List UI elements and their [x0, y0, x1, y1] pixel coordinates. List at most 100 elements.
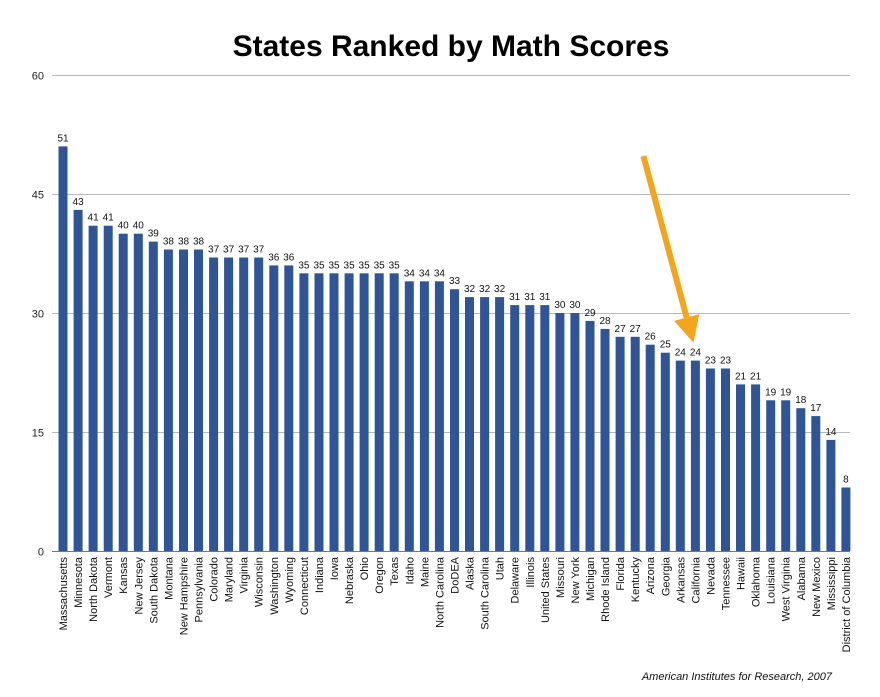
- bar: [88, 225, 98, 551]
- bar: [194, 249, 203, 551]
- bar: [329, 273, 339, 551]
- x-tick-label: Missouri: [555, 557, 567, 598]
- x-tick-label: Kansas: [118, 557, 130, 594]
- x-tick-label: Michigan: [585, 557, 597, 601]
- bar: [585, 320, 595, 551]
- x-tick-label: New Jersey: [133, 557, 145, 615]
- bar-value-label: 31: [509, 292, 521, 303]
- bar-value-label: 23: [705, 356, 717, 367]
- x-tick-label: Rhode Island: [600, 557, 612, 622]
- bar: [419, 281, 429, 551]
- bar-value-label: 30: [554, 300, 566, 311]
- x-tick-label: Delaware: [510, 557, 522, 603]
- bar-value-label: 19: [780, 387, 792, 398]
- x-tick-label: Idaho: [404, 557, 416, 585]
- x-tick-label: United States: [540, 557, 552, 624]
- bar-value-label: 41: [103, 213, 115, 224]
- x-tick-label: District of Columbia: [841, 556, 853, 652]
- x-tick-label: Indiana: [314, 556, 326, 593]
- bar-value-label: 21: [750, 371, 762, 382]
- x-tick-label: Illinois: [525, 557, 537, 588]
- bar: [103, 225, 113, 551]
- bar: [284, 265, 294, 551]
- bar-value-label: 25: [660, 340, 672, 351]
- bar-value-label: 31: [539, 292, 551, 303]
- bar: [374, 273, 384, 551]
- x-tick-label: Alabama: [796, 556, 808, 600]
- x-tick-label: New Mexico: [811, 557, 823, 617]
- bar: [510, 305, 520, 551]
- x-tick-label: West Virginia: [781, 556, 793, 621]
- x-tick-label: Hawaii: [736, 557, 748, 590]
- bar-value-label: 8: [843, 475, 849, 486]
- y-tick-label: 60: [32, 71, 44, 83]
- bar-value-label: 35: [359, 260, 371, 271]
- x-tick-label: Wyoming: [284, 557, 296, 603]
- bar: [811, 416, 821, 551]
- x-tick-label: Minnesota: [73, 556, 85, 608]
- bar: [148, 241, 158, 551]
- bar-value-label: 35: [298, 260, 310, 271]
- bar: [269, 265, 279, 551]
- x-tick-label: New Hampshire: [179, 557, 191, 635]
- bar-value-label: 34: [404, 268, 416, 279]
- bar: [540, 305, 550, 551]
- bar: [495, 297, 505, 551]
- bar: [389, 273, 399, 551]
- bar-value-label: 28: [599, 316, 611, 327]
- x-tick-label: Iowa: [329, 556, 341, 580]
- x-tick-label: Vermont: [103, 557, 115, 598]
- bar-value-label: 38: [163, 237, 175, 248]
- x-tick-label: Utah: [495, 557, 507, 580]
- x-tick-label: Wisconsin: [254, 557, 266, 607]
- bar-value-label: 14: [825, 427, 837, 438]
- x-tick-label: Massachusetts: [58, 557, 70, 631]
- x-tick-label: North Carolina: [434, 556, 446, 628]
- bar-value-label: 32: [464, 284, 476, 295]
- bar: [73, 209, 83, 551]
- bar: [133, 233, 143, 551]
- annotation-arrow: [640, 155, 700, 343]
- bar: [841, 487, 851, 551]
- x-tick-label: Maine: [419, 557, 431, 587]
- bar: [404, 281, 414, 551]
- bar-value-label: 35: [389, 260, 401, 271]
- bar: [254, 257, 264, 551]
- x-tick-label: Ohio: [359, 557, 371, 580]
- bar-value-label: 37: [253, 245, 265, 256]
- bar: [675, 360, 685, 551]
- arrow-shaft: [640, 155, 690, 319]
- bar-value-label: 31: [524, 292, 536, 303]
- bar: [796, 408, 806, 551]
- x-tick-label: Texas: [389, 557, 401, 586]
- bar-value-label: 26: [645, 332, 657, 343]
- x-axis-category-labels: Massachusetts Minnesota North Dakota Vermon…: [58, 556, 853, 652]
- bar-value-label: 35: [313, 260, 325, 271]
- x-tick-label: New York: [570, 557, 582, 604]
- bar: [58, 146, 68, 551]
- x-tick-label: South Carolina: [480, 556, 492, 630]
- bar: [600, 328, 610, 551]
- source-note: American Institutes for Research, 2007: [641, 671, 833, 683]
- bar: [163, 249, 173, 551]
- bar-value-label: 27: [630, 324, 642, 335]
- bar-value-label: 38: [178, 237, 190, 248]
- x-tick-label: North Dakota: [88, 556, 100, 622]
- bar-value-label: 24: [675, 348, 687, 359]
- bar: [465, 297, 474, 551]
- bar-value-label: 37: [238, 245, 250, 256]
- bar-value-label: 40: [118, 221, 130, 232]
- y-tick-label: 45: [32, 190, 44, 202]
- x-tick-label: Kentucky: [630, 557, 642, 603]
- x-tick-label: Oklahoma: [751, 556, 763, 607]
- bar-value-label: 40: [133, 221, 145, 232]
- bar: [179, 249, 188, 551]
- bar-value-label: 27: [615, 324, 627, 335]
- bar-value-label: 29: [584, 308, 596, 319]
- bar: [555, 313, 565, 551]
- bar: [434, 281, 444, 551]
- bar-value-label: 36: [268, 252, 280, 263]
- bar: [359, 273, 369, 551]
- x-tick-label: California: [690, 556, 702, 603]
- bar-value-label: 51: [57, 133, 69, 144]
